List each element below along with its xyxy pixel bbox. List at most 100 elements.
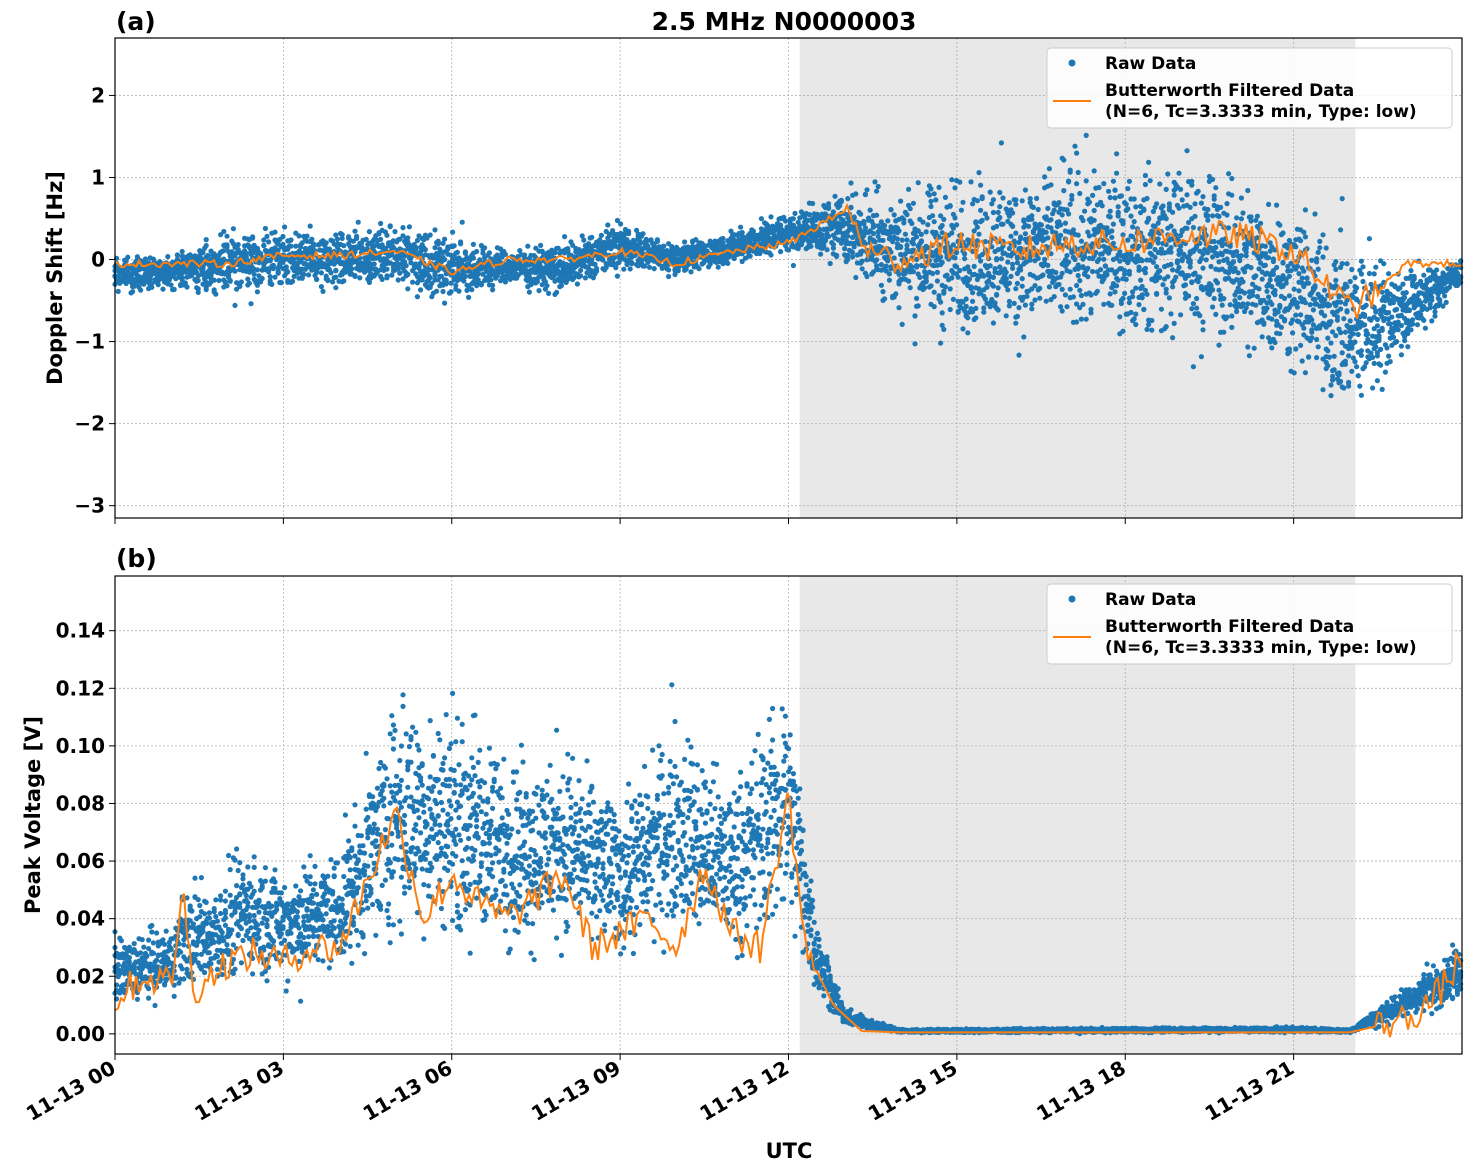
raw-data-point: [1021, 334, 1027, 340]
raw-data-point: [1062, 292, 1068, 298]
raw-data-point: [243, 250, 249, 256]
raw-data-point: [914, 264, 920, 270]
raw-data-point: [1282, 316, 1288, 323]
raw-data-point: [598, 232, 605, 238]
raw-data-point: [422, 247, 428, 253]
raw-data-point: [1144, 291, 1150, 297]
raw-data-point: [1058, 232, 1064, 238]
raw-data-point: [432, 227, 438, 233]
raw-data-point: [1154, 291, 1160, 297]
raw-data-point: [1342, 358, 1348, 364]
raw-data-point: [248, 301, 254, 307]
raw-data-point: [891, 212, 897, 218]
raw-data-point: [1229, 175, 1235, 182]
raw-data-point: [1411, 276, 1417, 282]
raw-data-point: [931, 289, 937, 295]
raw-data-point: [1005, 259, 1011, 265]
raw-data-point: [1045, 262, 1051, 268]
raw-data-point: [1309, 257, 1315, 263]
raw-data-point: [1141, 206, 1147, 212]
raw-data-point: [1261, 321, 1267, 327]
raw-data-point: [696, 266, 702, 272]
raw-data-point: [1275, 309, 1281, 315]
raw-data-point: [790, 262, 797, 269]
raw-data-point: [269, 281, 275, 287]
raw-data-point: [1077, 287, 1083, 293]
raw-data-point: [237, 283, 243, 289]
raw-data-point: [1333, 266, 1339, 272]
raw-data-point: [1245, 301, 1251, 307]
raw-data-point: [878, 262, 885, 268]
raw-data-point: [899, 237, 905, 243]
raw-data-point: [1128, 309, 1134, 316]
raw-data-point: [1150, 259, 1156, 265]
raw-data-point: [914, 234, 920, 240]
raw-data-point: [1131, 316, 1137, 322]
raw-data-point: [1371, 271, 1377, 277]
raw-data-point: [1317, 238, 1323, 244]
raw-data-point: [1155, 240, 1161, 246]
raw-data-point: [651, 266, 657, 272]
raw-data-point: [1163, 186, 1169, 192]
raw-data-point: [990, 320, 997, 326]
raw-data-point: [1226, 171, 1232, 177]
raw-data-point: [1357, 383, 1363, 389]
raw-data-point: [1272, 287, 1278, 294]
raw-data-point: [462, 273, 468, 279]
raw-data-point: [914, 295, 920, 301]
raw-data-point: [626, 231, 632, 237]
raw-data-point: [1358, 348, 1364, 354]
raw-data-point: [931, 191, 937, 197]
raw-data-point: [654, 237, 661, 243]
raw-data-point: [261, 237, 267, 243]
raw-data-point: [1298, 238, 1304, 244]
raw-data-point: [1213, 185, 1219, 191]
raw-data-point: [1048, 182, 1054, 188]
raw-data-point: [304, 233, 310, 239]
raw-data-point: [1037, 295, 1043, 301]
raw-data-point: [245, 257, 251, 264]
raw-data-point: [149, 280, 155, 286]
raw-data-point: [1264, 305, 1270, 311]
raw-data-point: [1136, 243, 1142, 249]
raw-data-point: [715, 264, 721, 270]
raw-data-point: [936, 184, 942, 190]
raw-data-point: [918, 238, 925, 244]
raw-data-point: [371, 261, 377, 267]
raw-data-point: [738, 224, 744, 230]
raw-data-point: [1082, 254, 1088, 260]
raw-data-point: [830, 209, 837, 215]
raw-data-point: [1021, 217, 1027, 223]
raw-data-point: [1238, 253, 1244, 259]
raw-data-point: [384, 275, 390, 281]
raw-data-point: [1402, 294, 1408, 301]
raw-data-point: [1301, 229, 1307, 235]
raw-data-point: [1216, 342, 1222, 348]
raw-data-point: [725, 260, 731, 266]
raw-data-point: [1064, 253, 1070, 259]
raw-data-point: [1013, 286, 1019, 292]
raw-data-point: [1315, 266, 1321, 272]
raw-data-point: [1101, 256, 1107, 262]
raw-data-point: [1277, 222, 1283, 228]
raw-data-point: [1029, 306, 1035, 312]
raw-data-point: [1200, 265, 1206, 271]
raw-data-point: [1037, 285, 1043, 291]
raw-data-point: [1278, 324, 1284, 330]
raw-data-point: [582, 275, 589, 281]
raw-data-point: [949, 177, 955, 183]
raw-data-point: [1205, 213, 1211, 219]
raw-data-point: [1274, 264, 1280, 271]
raw-data-point: [971, 263, 977, 269]
raw-data-point: [1214, 280, 1220, 286]
raw-data-point: [482, 245, 488, 251]
raw-data-point: [1186, 273, 1192, 279]
raw-data-point: [1347, 318, 1353, 324]
raw-data-point: [1074, 282, 1080, 289]
raw-data-point: [1312, 211, 1318, 217]
raw-data-point: [1010, 261, 1016, 267]
raw-data-point: [923, 229, 929, 235]
raw-data-point: [808, 243, 814, 249]
raw-data-point: [1008, 273, 1014, 279]
raw-data-point: [870, 224, 877, 230]
